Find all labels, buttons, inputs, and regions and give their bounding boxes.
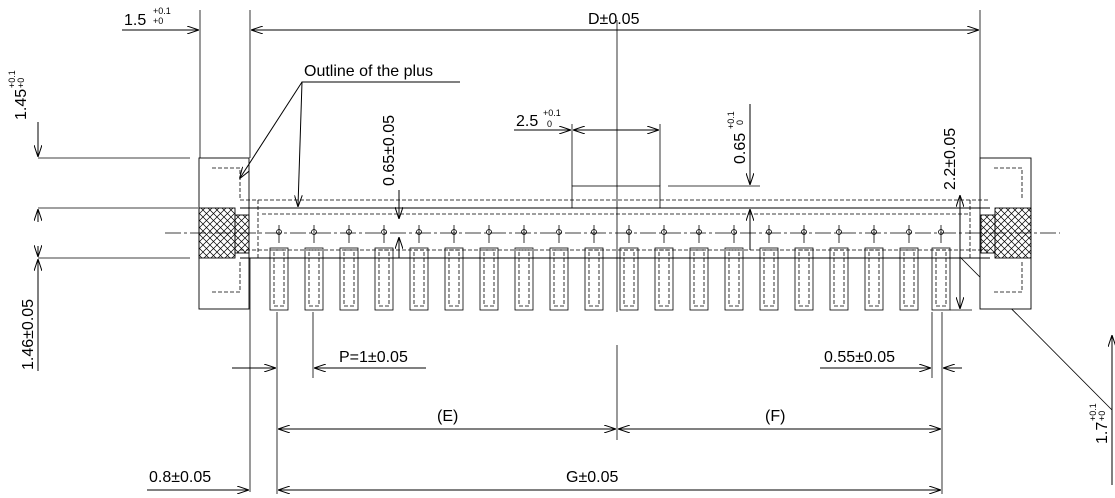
boss-width-tol-upper: +0.1 [543, 108, 561, 118]
outline-label: Outline of the plus [304, 63, 433, 80]
inner-offset-label: 0.65±0.05 [381, 115, 398, 186]
contact [409, 225, 429, 311]
top-height-tol-upper: +0.1 [7, 70, 17, 88]
contact [269, 225, 289, 311]
right-hatched-inner [980, 214, 996, 254]
contact [899, 225, 919, 311]
contact-width-label: 0.55±0.05 [824, 349, 895, 366]
contact [931, 225, 951, 311]
contact [549, 225, 569, 311]
contact [654, 225, 674, 311]
left-margin-tol-upper: +0.1 [153, 6, 171, 16]
contact [479, 225, 499, 311]
boss-width-tol-lower: 0 [547, 119, 552, 129]
span-f-label: (F) [765, 408, 785, 425]
boss-offset-value: 0.65 [732, 133, 749, 164]
top-height-value: 1.45 [13, 89, 30, 120]
extension-lines [38, 10, 1113, 494]
boss-offset-tol-upper: +0.1 [726, 111, 736, 129]
right-slant-tol-upper: +0.1 [1088, 403, 1098, 421]
contact [829, 225, 849, 311]
pitch-label: P=1±0.05 [339, 349, 408, 366]
span-g-label: G±0.05 [566, 469, 618, 486]
contact [619, 225, 639, 311]
right-slant-tol-lower: +0 [1097, 411, 1107, 421]
dimension-lines [38, 30, 1112, 490]
connector-body [165, 157, 1060, 311]
contact [794, 225, 814, 311]
boss-width-value: 2.5 [516, 113, 538, 130]
contact [724, 225, 744, 311]
contact [374, 225, 394, 311]
left-hatched-inner [234, 214, 250, 254]
right-slant-value: 1.7 [1094, 422, 1111, 444]
left-offset-label: 0.8±0.05 [149, 469, 211, 486]
bottom-height-label: 1.46±0.05 [20, 299, 37, 370]
contact [864, 225, 884, 311]
outline-leader [298, 81, 460, 206]
right-height-label: 2.2±0.05 [942, 128, 959, 190]
top-height-tol-lower: +0 [16, 78, 26, 88]
contact [584, 225, 604, 311]
span-e-label: (E) [437, 408, 458, 425]
contact-row [269, 225, 951, 311]
contact [759, 225, 779, 311]
contact [444, 225, 464, 311]
overall-width-label: D±0.05 [588, 11, 640, 28]
contact [689, 225, 709, 311]
boss-offset-tol-lower: 0 [735, 120, 745, 125]
contact [514, 225, 534, 311]
dimension-labels: 1.5 +0.1 +0 D±0.05 1.45 +0.1 +0 Outline … [7, 6, 1111, 486]
contact [339, 225, 359, 311]
left-margin-value: 1.5 [124, 12, 146, 29]
center-boss [571, 185, 661, 209]
left-margin-tol-lower: +0 [153, 16, 163, 26]
contact [304, 225, 324, 311]
